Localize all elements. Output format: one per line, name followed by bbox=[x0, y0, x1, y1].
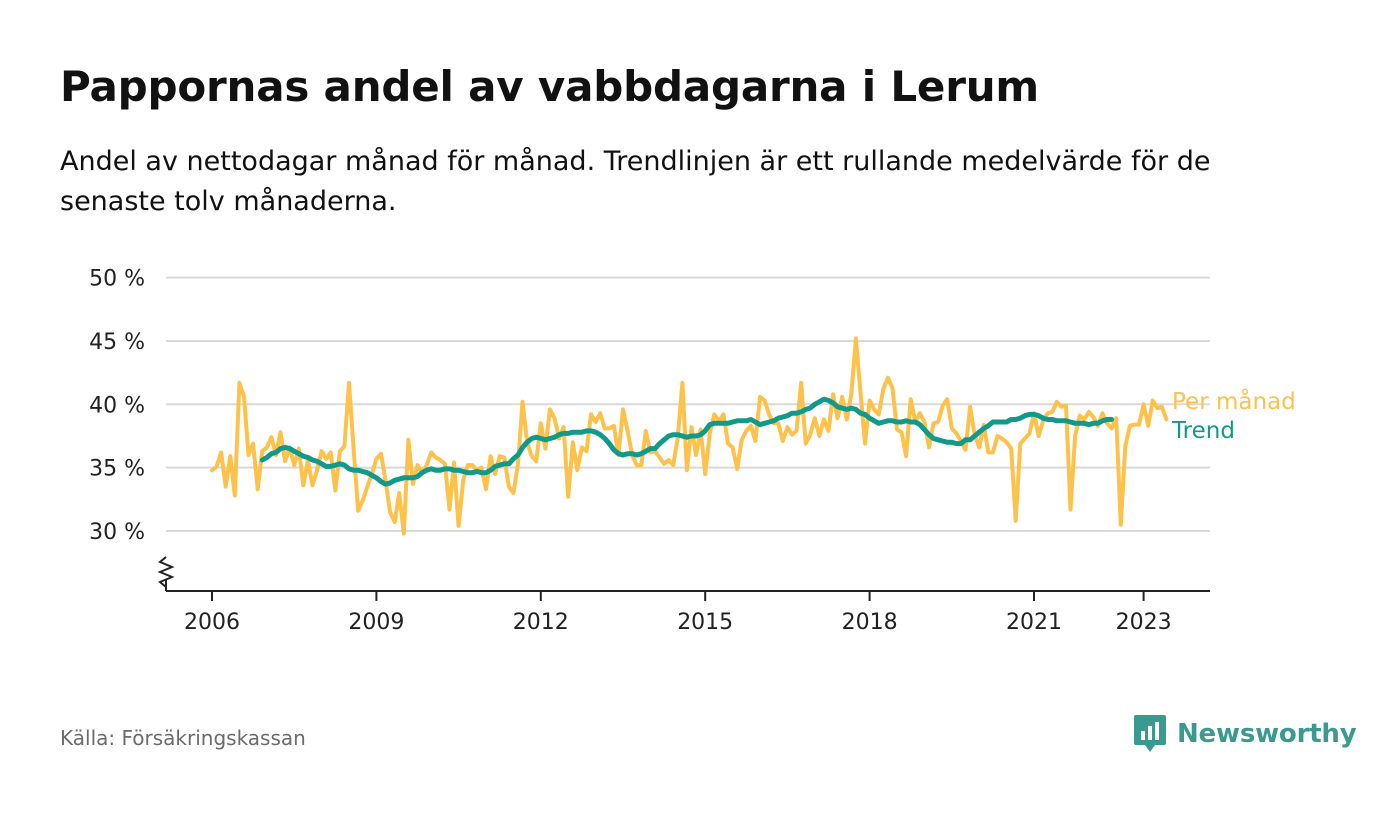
x-axis-ticks: 2006 2009 2012 2015 2018 2021 2023 bbox=[184, 591, 1172, 635]
newsworthy-logo-icon bbox=[1134, 715, 1166, 752]
y-tick-label: 45 % bbox=[89, 330, 145, 355]
y-tick-label: 40 % bbox=[89, 393, 145, 418]
x-tick-label: 2023 bbox=[1116, 610, 1172, 635]
series-label-trend: Trend bbox=[1171, 418, 1235, 444]
grid-lines bbox=[166, 276, 1210, 532]
series-line-trend bbox=[259, 396, 1115, 487]
y-tick-label: 50 % bbox=[89, 267, 145, 292]
y-tick-label: 30 % bbox=[89, 520, 145, 545]
brand-name: Newsworthy bbox=[1177, 719, 1357, 749]
y-tick-label: 35 % bbox=[89, 457, 145, 482]
x-tick-label: 2021 bbox=[1006, 610, 1062, 635]
x-tick-label: 2015 bbox=[677, 610, 733, 635]
chart-subtitle: Andel av nettodagar månad för månad. Tre… bbox=[60, 146, 1211, 217]
series-lines bbox=[210, 336, 1169, 536]
chart-title: Pappornas andel av vabbdagarna i Lerum bbox=[60, 62, 1039, 111]
brand-logo[interactable]: Newsworthy bbox=[1133, 713, 1357, 755]
source-note: Källa: Försäkringskassan bbox=[60, 726, 306, 750]
y-axis-ticks: 30 % 35 % 40 % 45 % 50 % bbox=[89, 267, 145, 545]
axis-break-icon bbox=[157, 556, 175, 588]
x-axis bbox=[157, 556, 1210, 592]
x-tick-label: 2018 bbox=[842, 610, 898, 635]
series-labels: Per månad Trend bbox=[1171, 387, 1296, 444]
x-tick-label: 2009 bbox=[348, 610, 404, 635]
x-tick-label: 2012 bbox=[513, 610, 569, 635]
series-label-monthly: Per månad bbox=[1172, 387, 1296, 415]
x-tick-label: 2006 bbox=[184, 610, 240, 635]
